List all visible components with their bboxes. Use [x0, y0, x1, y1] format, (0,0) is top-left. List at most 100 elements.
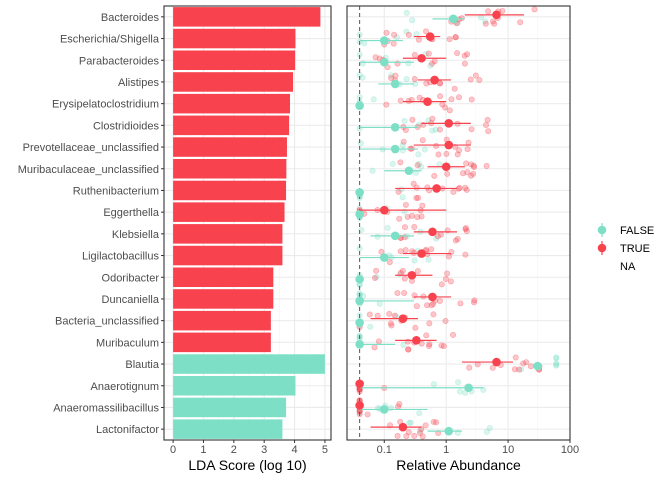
sample-point: [423, 28, 430, 35]
sample-point: [426, 341, 433, 348]
lda-bar: [173, 202, 285, 222]
mean-point: [448, 14, 458, 24]
scatter-x-tick-label: 100: [561, 444, 579, 456]
sample-point: [461, 60, 468, 67]
sample-point: [401, 289, 408, 296]
sample-point: [389, 160, 396, 167]
sample-point: [416, 94, 423, 101]
sample-point: [480, 386, 487, 393]
mean-point: [444, 119, 454, 128]
sample-point: [397, 159, 404, 166]
sample-point: [405, 346, 412, 353]
mean-point: [428, 292, 437, 302]
mean-point: [432, 184, 441, 193]
sample-point: [471, 163, 478, 170]
bar-category-label: Anaeromassilibacillus: [53, 402, 159, 414]
sample-point: [386, 310, 393, 317]
sample-point: [442, 276, 449, 283]
sample-point: [369, 167, 376, 174]
sample-point: [443, 150, 450, 157]
legend-key-point: [597, 243, 607, 253]
sample-point: [405, 346, 412, 353]
sample-point: [413, 195, 420, 202]
legend: FALSE TRUE NA: [597, 223, 654, 273]
sample-point: [468, 161, 475, 168]
lda-bar: [173, 267, 274, 288]
scatter-x-tick-label: 0.1: [377, 444, 392, 456]
mean-point: [390, 79, 400, 89]
sample-point: [460, 170, 467, 177]
sample-point: [391, 312, 398, 319]
sample-point: [384, 224, 391, 231]
sample-point: [553, 354, 560, 361]
sample-point: [403, 9, 410, 16]
sample-point: [407, 419, 414, 426]
sample-point: [419, 433, 426, 440]
bar-x-tick-label: 4: [292, 444, 298, 456]
mean-point: [404, 166, 414, 176]
mean-point: [444, 140, 454, 150]
bar-x-tick-label: 3: [261, 444, 267, 456]
sample-point: [461, 52, 468, 59]
sample-point: [396, 215, 403, 222]
sample-point: [414, 268, 421, 275]
sample-point: [370, 96, 377, 103]
sample-point: [511, 366, 518, 373]
sample-point: [455, 94, 462, 101]
bar-category-label: Bacteria_unclassified: [55, 316, 159, 328]
bar-category-label: Eggerthella: [103, 207, 160, 219]
sample-point: [374, 233, 381, 240]
mean-point: [425, 32, 435, 41]
lda-bar: [173, 310, 271, 331]
sample-point: [523, 359, 530, 366]
lda-bar: [173, 7, 321, 27]
sample-point: [416, 410, 423, 417]
sample-point: [452, 33, 459, 40]
sample-point: [484, 116, 491, 123]
sample-point: [485, 8, 492, 15]
lda-bar: [173, 375, 296, 396]
sample-point: [403, 433, 410, 440]
sample-point: [414, 162, 421, 169]
sample-point: [403, 76, 410, 83]
sample-point: [401, 275, 408, 282]
sample-point: [394, 432, 401, 439]
mean-point: [398, 314, 408, 323]
sample-point: [482, 18, 489, 25]
sample-point: [531, 6, 538, 13]
sample-point: [476, 77, 483, 84]
sample-point: [415, 36, 422, 43]
abundance-scatter-panel: 0.1 1 10 100 Relative Abundance: [346, 5, 579, 473]
sample-point: [428, 246, 435, 253]
sample-point: [423, 332, 430, 339]
mean-point: [355, 340, 364, 349]
lda-bar: [173, 332, 271, 353]
sample-point: [395, 188, 402, 195]
sample-point: [483, 428, 490, 435]
sample-point: [392, 72, 399, 79]
sample-point: [405, 60, 412, 67]
sample-point: [485, 128, 492, 135]
lda-bar-panel: Bacteroides Escherichia/Shigella Parabacte…: [18, 5, 332, 473]
sample-point: [464, 146, 471, 153]
bar-category-label: Prevotellaceae_unclassified: [23, 142, 159, 154]
sample-point: [416, 430, 423, 437]
sample-point: [462, 184, 469, 191]
sample-point: [399, 267, 406, 274]
mean-point: [492, 357, 501, 367]
legend-label: TRUE: [620, 243, 650, 255]
sample-point: [361, 40, 368, 47]
mean-point: [407, 270, 417, 280]
sample-point: [454, 236, 461, 243]
sample-point: [371, 344, 378, 351]
sample-point: [467, 76, 474, 83]
sample-point: [415, 121, 422, 128]
sample-point: [426, 320, 433, 327]
mean-point: [398, 422, 408, 432]
sample-point: [404, 338, 411, 345]
bar-category-label: Anaerotignum: [91, 381, 160, 393]
sample-point: [482, 20, 489, 27]
sample-point: [489, 364, 496, 371]
bar-category-label: Muribaculaceae_unclassified: [18, 164, 159, 176]
mean-point: [379, 205, 389, 215]
